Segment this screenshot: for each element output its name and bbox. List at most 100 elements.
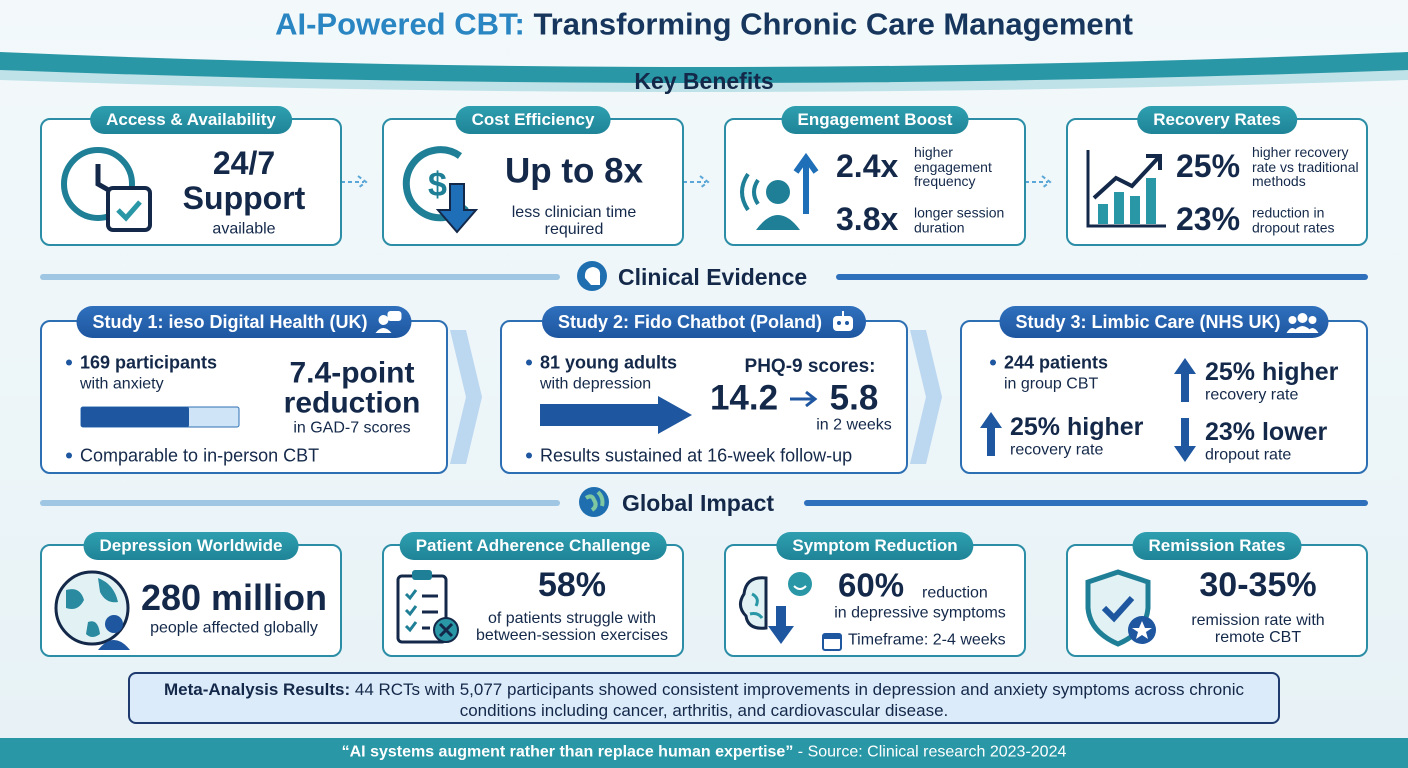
impact-suffix: reduction xyxy=(922,584,988,602)
impact-value: 58% xyxy=(537,566,607,605)
headline: Up to 8x xyxy=(504,151,644,191)
metric-label: PHQ-9 scores: xyxy=(744,356,876,378)
impact-card: Symptom Reduction 60% reduction in depre… xyxy=(724,532,1026,657)
point: 169 participants xyxy=(65,352,218,373)
stat-value: 23% xyxy=(1176,201,1241,238)
benefit-card: Recovery Rates 25% higher recovery rate … xyxy=(1066,106,1368,246)
result-detail: in GAD-7 scores xyxy=(293,419,411,437)
robot-icon xyxy=(832,311,853,331)
headline: 24/7 xyxy=(212,145,276,182)
chat-icon xyxy=(375,311,402,333)
footer: “AI systems augment rather than replace … xyxy=(341,743,1067,762)
stat-detail: dropout rate xyxy=(1205,446,1292,464)
arrow xyxy=(540,396,692,434)
stat-text: higher recovery rate vs traditional meth… xyxy=(1252,143,1359,190)
footer-source: - Source: Clinical research 2023-2024 xyxy=(797,743,1067,761)
clipboard-icon xyxy=(396,570,459,644)
stat-text: higher engagement frequency xyxy=(914,143,992,190)
meta-text: 44 RCTs with 5,077 participants showed c… xyxy=(354,680,1244,720)
impact-caption: of patients struggle with between-sessio… xyxy=(475,610,669,644)
study-title-text: Study 3: Limbic Care (NHS UK) xyxy=(1015,312,1281,332)
stat-value: 3.8x xyxy=(836,201,899,238)
clock-icon xyxy=(61,147,152,232)
study-title: Study 1: ieso Digital Health (UK) xyxy=(76,306,412,338)
study-card: Study 3: Limbic Care (NHS UK) 244 patien… xyxy=(960,306,1368,474)
caption: available xyxy=(212,220,276,238)
study-title-text: Study 1: ieso Digital Health (UK) xyxy=(92,312,368,332)
point: 244 patients xyxy=(989,352,1109,373)
stat-value: 25% higher xyxy=(1010,412,1144,441)
card-label: Recovery Rates xyxy=(1137,106,1297,134)
section-heading: Clinical Evidence xyxy=(618,263,808,290)
study-title-text: Study 2: Fido Chatbot (Poland) xyxy=(558,312,822,332)
card-label: Remission Rates xyxy=(1132,532,1302,560)
study-title: Study 3: Limbic Care (NHS UK) xyxy=(999,306,1329,338)
dollar-icon: $ xyxy=(402,146,479,234)
chart-icon xyxy=(1086,150,1166,228)
benefit-card: Cost Efficiency $ Up to 8x less clinicia… xyxy=(382,106,684,246)
engagement-icon xyxy=(740,152,819,230)
study-card: Study 1: ieso Digital Health (UK) 169 pa… xyxy=(40,306,448,474)
up-arrow xyxy=(980,412,1002,456)
result: 7.4-point xyxy=(289,356,415,390)
shield-icon xyxy=(1085,569,1156,647)
impact-value: 60% xyxy=(838,566,905,604)
card-label: Depression Worldwide xyxy=(83,532,299,560)
timeframe: in 2 weeks xyxy=(816,416,892,434)
group-icon xyxy=(1286,313,1319,333)
stat-value: 25% xyxy=(1176,148,1241,185)
note: Comparable to in-person CBT xyxy=(65,445,320,466)
meta-label: Meta-Analysis Results: xyxy=(164,680,351,699)
impact-caption: people affected globally xyxy=(150,619,318,637)
progress-bar xyxy=(80,406,240,428)
brain-icon xyxy=(739,572,812,644)
meta-analysis-box: Meta-Analysis Results: 44 RCTs with 5,07… xyxy=(128,672,1280,724)
down-arrow xyxy=(1174,418,1196,462)
stat-value: 23% lower xyxy=(1205,417,1328,446)
study-card: Study 2: Fido Chatbot (Poland) 81 young … xyxy=(500,306,908,474)
stat-value: 2.4x xyxy=(836,148,899,185)
stat-value: 25% higher xyxy=(1205,357,1339,386)
benefit-card: Access & Availability 24/7 Support avail… xyxy=(40,106,342,246)
calendar-icon xyxy=(822,633,842,651)
benefit-card: Engagement Boost 2.4x higher engagement … xyxy=(724,106,1026,246)
impact-card: Depression Worldwide 280 million people … xyxy=(40,532,342,657)
after-score: 5.8 xyxy=(829,378,879,418)
impact-caption: remission rate with remote CBT xyxy=(1191,612,1325,646)
result: reduction xyxy=(283,386,421,420)
svg-text:$: $ xyxy=(428,166,447,204)
card-label: Patient Adherence Challenge xyxy=(399,532,667,560)
point: 81 young adults xyxy=(525,352,678,373)
section-heading: Key Benefits xyxy=(634,67,774,94)
impact-caption: in depressive symptoms xyxy=(834,604,1006,622)
point-detail: with depression xyxy=(540,375,652,393)
impact-value: 280 million xyxy=(140,577,328,619)
globe-icon xyxy=(54,570,130,650)
study-title: Study 2: Fido Chatbot (Poland) xyxy=(542,306,866,338)
before-score: 14.2 xyxy=(709,378,779,418)
timeframe: Timeframe: 2-4 weeks xyxy=(848,631,1006,649)
point-detail: in group CBT xyxy=(1004,375,1099,393)
impact-card: Patient Adherence Challenge 58% of patie… xyxy=(382,532,684,657)
impact-card: Remission Rates 30-35% remission rate wi… xyxy=(1066,532,1368,657)
stat-text: longer session duration xyxy=(914,204,1005,235)
stat-detail: recovery rate xyxy=(1010,441,1104,459)
footer-quote: “AI systems augment rather than replace … xyxy=(341,743,794,761)
card-label: Access & Availability xyxy=(90,106,292,134)
main-title: AI-Powered CBT: Transforming Chronic Car… xyxy=(275,6,1133,42)
section-heading: Global Impact xyxy=(622,489,775,516)
headline: Support xyxy=(182,180,306,217)
caption: less clinician time required xyxy=(511,204,637,238)
card-label: Symptom Reduction xyxy=(776,532,974,560)
up-arrow xyxy=(1174,358,1196,402)
stat-detail: recovery rate xyxy=(1205,386,1299,404)
point-detail: with anxiety xyxy=(80,375,164,393)
card-label: Cost Efficiency xyxy=(455,106,611,134)
stat-text: reduction in dropout rates xyxy=(1252,204,1335,235)
arrow xyxy=(790,390,818,408)
title-rest: Transforming Chronic Care Management xyxy=(533,6,1133,42)
card-label: Engagement Boost xyxy=(781,106,969,134)
note: Results sustained at 16-week follow-up xyxy=(525,445,853,466)
